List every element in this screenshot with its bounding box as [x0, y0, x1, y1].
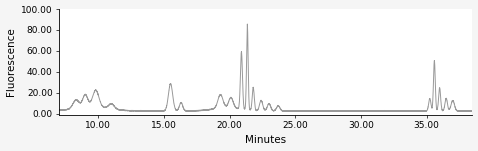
Y-axis label: Fluorescence: Fluorescence	[6, 27, 16, 96]
X-axis label: Minutes: Minutes	[245, 135, 286, 145]
